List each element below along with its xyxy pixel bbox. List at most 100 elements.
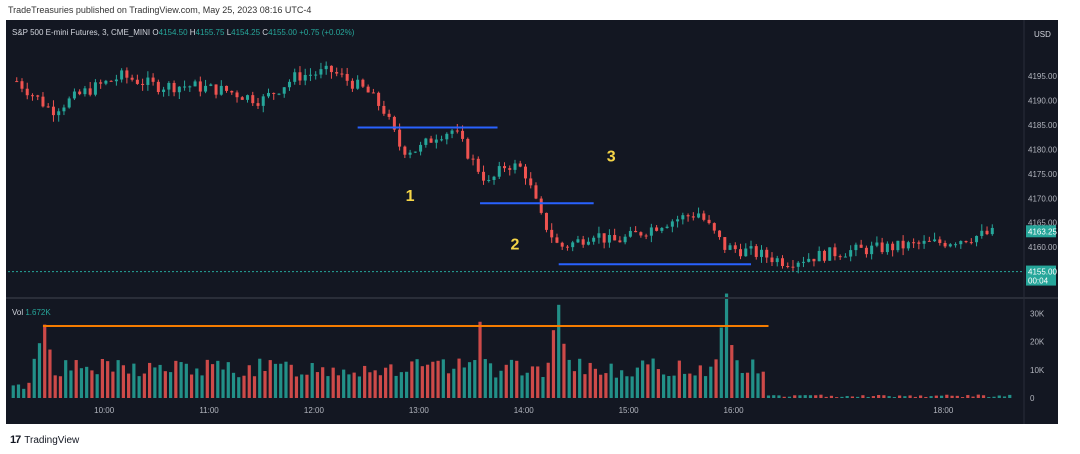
candle-body (413, 151, 417, 153)
candle-body (681, 215, 685, 220)
candle-body (933, 239, 937, 242)
volume-bar (378, 375, 382, 398)
volume-bar (111, 371, 115, 398)
candle-body (492, 176, 496, 180)
volume-bar (766, 395, 771, 398)
candle-body (676, 219, 680, 222)
candle-body (917, 242, 921, 244)
volume-bar (284, 361, 288, 398)
candle-body (120, 70, 124, 80)
volume-bar (11, 385, 15, 398)
candle-body (833, 247, 837, 257)
candle-body (607, 235, 611, 243)
volume-bar (698, 365, 702, 398)
volume-bar (724, 293, 729, 398)
volume-bar (871, 396, 875, 398)
volume-bar (16, 384, 21, 398)
volume-label: Vol (12, 308, 24, 317)
candle-body (760, 249, 764, 257)
candle-body (308, 74, 312, 76)
volume-bar (121, 365, 125, 398)
volume-bar (656, 369, 660, 398)
volume-bar (530, 366, 535, 398)
candle-body (571, 242, 575, 248)
volume-bar (294, 376, 299, 398)
volume-bar (467, 362, 472, 398)
volume-bar (1008, 394, 1012, 398)
candle-body (382, 105, 386, 114)
candle-body (114, 79, 118, 82)
volume-bar (630, 376, 634, 398)
candle-body (125, 70, 129, 78)
volume-bar (425, 364, 430, 398)
candle-body (702, 213, 706, 220)
volume-bar (525, 372, 529, 398)
volume-bar (908, 395, 912, 398)
high-value: 4155.75 (195, 28, 225, 37)
volume-bar (373, 370, 377, 398)
candle-body (387, 113, 391, 117)
candle-body (508, 168, 512, 170)
candle-body (146, 77, 150, 85)
volume-bar (389, 364, 393, 398)
low-label: L (226, 28, 232, 37)
volume-bar (509, 359, 514, 398)
volume-bar (116, 360, 120, 398)
volume-bar (756, 373, 760, 398)
volume-bar (803, 395, 807, 398)
volume-bar (352, 372, 356, 398)
volume-bar (137, 376, 141, 398)
candle-body (204, 85, 208, 92)
volume-bar (394, 375, 398, 398)
volume-axis: 30K 20K 10K 0 (1030, 309, 1045, 403)
candle-body (948, 244, 952, 247)
candle-body (812, 258, 816, 262)
volume-bar (258, 358, 262, 398)
candle-body (209, 84, 213, 86)
volume-bar (567, 359, 571, 398)
time-tick-label: 12:00 (304, 406, 325, 415)
candle-body (539, 198, 543, 213)
candle-body (434, 139, 438, 143)
volume-bar (431, 361, 435, 398)
volume-bar (357, 376, 362, 398)
time-tick-label: 15:00 (619, 406, 640, 415)
candle-body (41, 96, 45, 107)
time-tick-label: 10:00 (94, 406, 115, 415)
volume-bar (305, 374, 309, 398)
candle-body (455, 130, 459, 132)
high-label: H (189, 28, 196, 37)
candle-body (618, 240, 622, 243)
volume-bar (405, 371, 409, 398)
candle-body (303, 74, 307, 81)
time-tick-label: 16:00 (724, 406, 745, 415)
volume-bar (751, 359, 755, 398)
candle-body (225, 85, 229, 91)
volume-bar (981, 395, 986, 398)
volume-bar (960, 397, 965, 398)
volume-bar (892, 397, 896, 398)
level-lines (8, 126, 1022, 273)
candle-body (838, 256, 842, 258)
volume-bar (609, 363, 613, 398)
current-price-label: 4155.00 (1028, 268, 1057, 277)
candle-body (398, 129, 402, 147)
change-value: +0.75 (+0.02%) (299, 28, 355, 37)
volume-bar (819, 394, 823, 398)
tradingview-logo[interactable]: 17 TradingView (10, 434, 79, 446)
chart-frame[interactable] (6, 20, 1058, 424)
price-tick-label: 4170.00 (1028, 194, 1057, 203)
annotation-label: 2 (511, 237, 520, 254)
volume-bar (90, 370, 94, 398)
volume-bar (27, 382, 31, 398)
candle-body (644, 235, 648, 237)
volume-bar (740, 372, 744, 398)
candle-body (597, 233, 601, 238)
candle-body (544, 212, 548, 230)
candle-body (854, 244, 858, 251)
candle-body (256, 103, 260, 106)
volume-bar (462, 367, 466, 398)
price-tick-label: 4165.00 (1028, 219, 1057, 228)
